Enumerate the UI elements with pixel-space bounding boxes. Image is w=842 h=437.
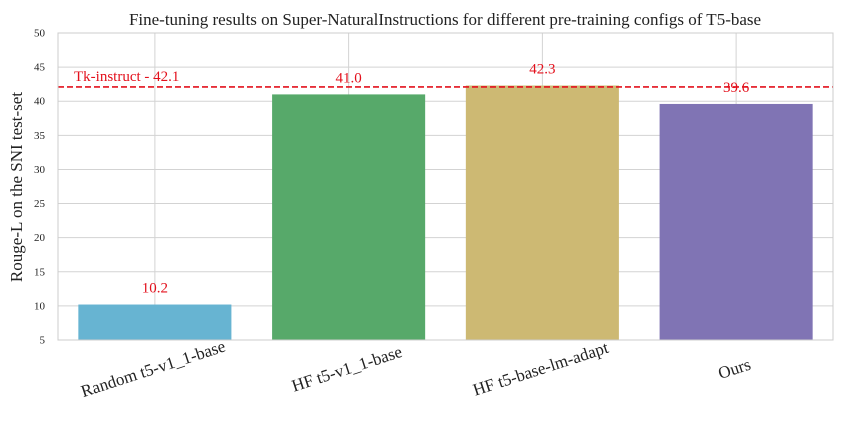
y-tick-label: 45 (34, 62, 46, 74)
y-tick-label: 40 (34, 96, 46, 108)
x-tick-label: HF t5-base-lm-adapt (471, 338, 611, 400)
value-label: 10.2 (142, 281, 168, 297)
bar (272, 94, 426, 341)
y-tick-label: 50 (34, 28, 46, 40)
x-tick-label: HF t5-v1_1-base (289, 342, 404, 396)
y-tick-label: 25 (34, 198, 46, 210)
bars (78, 85, 813, 341)
reference-line-group: Tk-instruct - 42.1 (58, 69, 833, 88)
value-label: 39.6 (723, 80, 750, 96)
bar (465, 85, 619, 340)
bar (659, 103, 813, 340)
y-tick-label: 10 (34, 300, 46, 312)
y-tick-label: 5 (40, 335, 46, 347)
y-axis-label: Rouge-L on the SNI test-set (7, 92, 26, 282)
reference-line-label: Tk-instruct - 42.1 (74, 69, 179, 85)
y-tick-label: 35 (34, 130, 46, 142)
plot-frame (57, 32, 834, 341)
value-labels: 10.2 41.0 42.3 39.6 (142, 62, 750, 297)
y-tick-label: 20 (34, 232, 46, 244)
y-tick-label: 15 (34, 266, 46, 278)
x-tick-label: Ours (716, 355, 753, 383)
x-tick-label: Random t5-v1_1-base (79, 336, 228, 401)
y-tick-label: 30 (34, 164, 46, 176)
value-label: 41.0 (336, 70, 362, 86)
bar (78, 304, 232, 340)
chart-title: Fine-tuning results on Super-NaturalInst… (129, 10, 761, 29)
value-label: 42.3 (529, 62, 555, 78)
